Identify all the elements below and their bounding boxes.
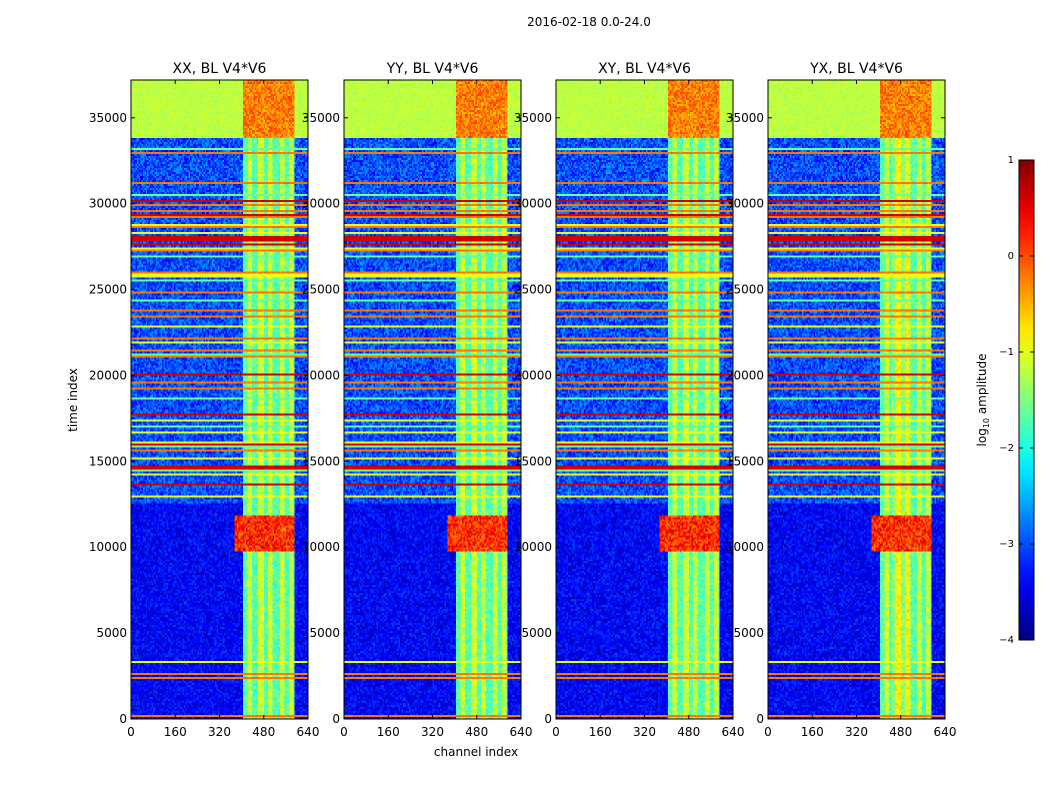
y-tick-label: 25000: [514, 283, 552, 297]
y-tick-label: 0: [756, 712, 764, 726]
panels-layer: XX, BL V4*V6 0 160 320 480 640 0 5000 10000 15000…: [89, 61, 957, 739]
heatmap-image: [768, 80, 945, 719]
x-tick-label: 640: [934, 725, 957, 739]
y-tick-label: 20000: [89, 368, 127, 382]
x-tick-label: 480: [465, 725, 488, 739]
y-tick-label: 15000: [89, 454, 127, 468]
y-tick-label: 30000: [302, 197, 340, 211]
heatmap-image: [344, 80, 521, 719]
panel-yy: YY, BL V4*V6 0 160 320 480 640 0 5000 10000 15000…: [302, 61, 533, 739]
y-axis-label: time index: [66, 368, 80, 432]
x-tick-label: 640: [510, 725, 533, 739]
y-tick-label: 5000: [733, 626, 764, 640]
x-tick-label: 640: [297, 725, 320, 739]
y-tick-label: 30000: [726, 197, 764, 211]
colorbar-label: log10 amplitude: [975, 354, 991, 447]
y-tick-label: 0: [119, 712, 127, 726]
x-tick-label: 0: [552, 725, 560, 739]
y-tick-label: 5000: [521, 626, 552, 640]
x-tick-label: 0: [340, 725, 348, 739]
panel-xy: XY, BL V4*V6 0 160 320 480 640 0 5000 10000 15000…: [514, 61, 745, 739]
x-tick-label: 640: [722, 725, 745, 739]
panel-xx: XX, BL V4*V6 0 160 320 480 640 0 5000 10000 15000…: [89, 61, 320, 739]
x-tick-label: 160: [801, 725, 824, 739]
y-tick-label: 35000: [302, 111, 340, 125]
y-tick-label: 5000: [96, 626, 127, 640]
y-tick-label: 15000: [514, 454, 552, 468]
y-tick-label: 10000: [302, 540, 340, 554]
y-tick-label: 0: [332, 712, 340, 726]
colorbar-gradient: [1018, 159, 1035, 641]
y-tick-label: 20000: [726, 368, 764, 382]
colorbar-tick-label: −1: [999, 347, 1014, 358]
x-tick-label: 0: [764, 725, 772, 739]
y-tick-label: 10000: [89, 540, 127, 554]
y-tick-label: 10000: [726, 540, 764, 554]
x-tick-label: 160: [589, 725, 612, 739]
y-tick-label: 35000: [514, 111, 552, 125]
y-tick-label: 10000: [514, 540, 552, 554]
x-tick-label: 480: [252, 725, 275, 739]
y-tick-label: 30000: [89, 197, 127, 211]
y-tick-label: 5000: [309, 626, 340, 640]
colorbar-tick-label: 0: [1008, 251, 1014, 262]
colorbar-tick-label: −2: [999, 443, 1014, 454]
panel-title: XX, BL V4*V6: [173, 61, 267, 77]
panel-title: XY, BL V4*V6: [598, 61, 691, 77]
y-tick-label: 25000: [726, 283, 764, 297]
colorbar-tick-label: 1: [1008, 155, 1014, 166]
figure-title: 2016-02-18 0.0-24.0: [527, 15, 651, 29]
x-tick-label: 320: [421, 725, 444, 739]
y-tick-label: 25000: [302, 283, 340, 297]
y-tick-label: 35000: [726, 111, 764, 125]
y-tick-label: 15000: [302, 454, 340, 468]
colorbar-tick-label: −4: [999, 635, 1014, 646]
heatmap-image: [556, 80, 733, 719]
x-tick-label: 320: [208, 725, 231, 739]
x-tick-label: 320: [633, 725, 656, 739]
y-tick-label: 15000: [726, 454, 764, 468]
colorbar-tick-label: −3: [999, 539, 1014, 550]
y-tick-label: 30000: [514, 197, 552, 211]
colorbar: 1 0 −1 −2 −3 −4 log10 amplitude: [975, 155, 1035, 646]
x-axis-label: channel index: [434, 745, 518, 759]
x-tick-label: 480: [677, 725, 700, 739]
y-tick-label: 25000: [89, 283, 127, 297]
y-tick-label: 0: [544, 712, 552, 726]
x-tick-label: 0: [127, 725, 135, 739]
heatmap-image: [131, 80, 308, 719]
y-tick-label: 20000: [302, 368, 340, 382]
panel-title: YX, BL V4*V6: [809, 61, 903, 77]
panel-yx: YX, BL V4*V6 0 160 320 480 640 0 5000 10000 15000…: [726, 61, 957, 739]
x-tick-label: 480: [889, 725, 912, 739]
x-tick-label: 160: [164, 725, 187, 739]
y-tick-label: 20000: [514, 368, 552, 382]
x-tick-label: 320: [845, 725, 868, 739]
panel-title: YY, BL V4*V6: [386, 61, 479, 77]
x-tick-label: 160: [377, 725, 400, 739]
y-tick-label: 35000: [89, 111, 127, 125]
